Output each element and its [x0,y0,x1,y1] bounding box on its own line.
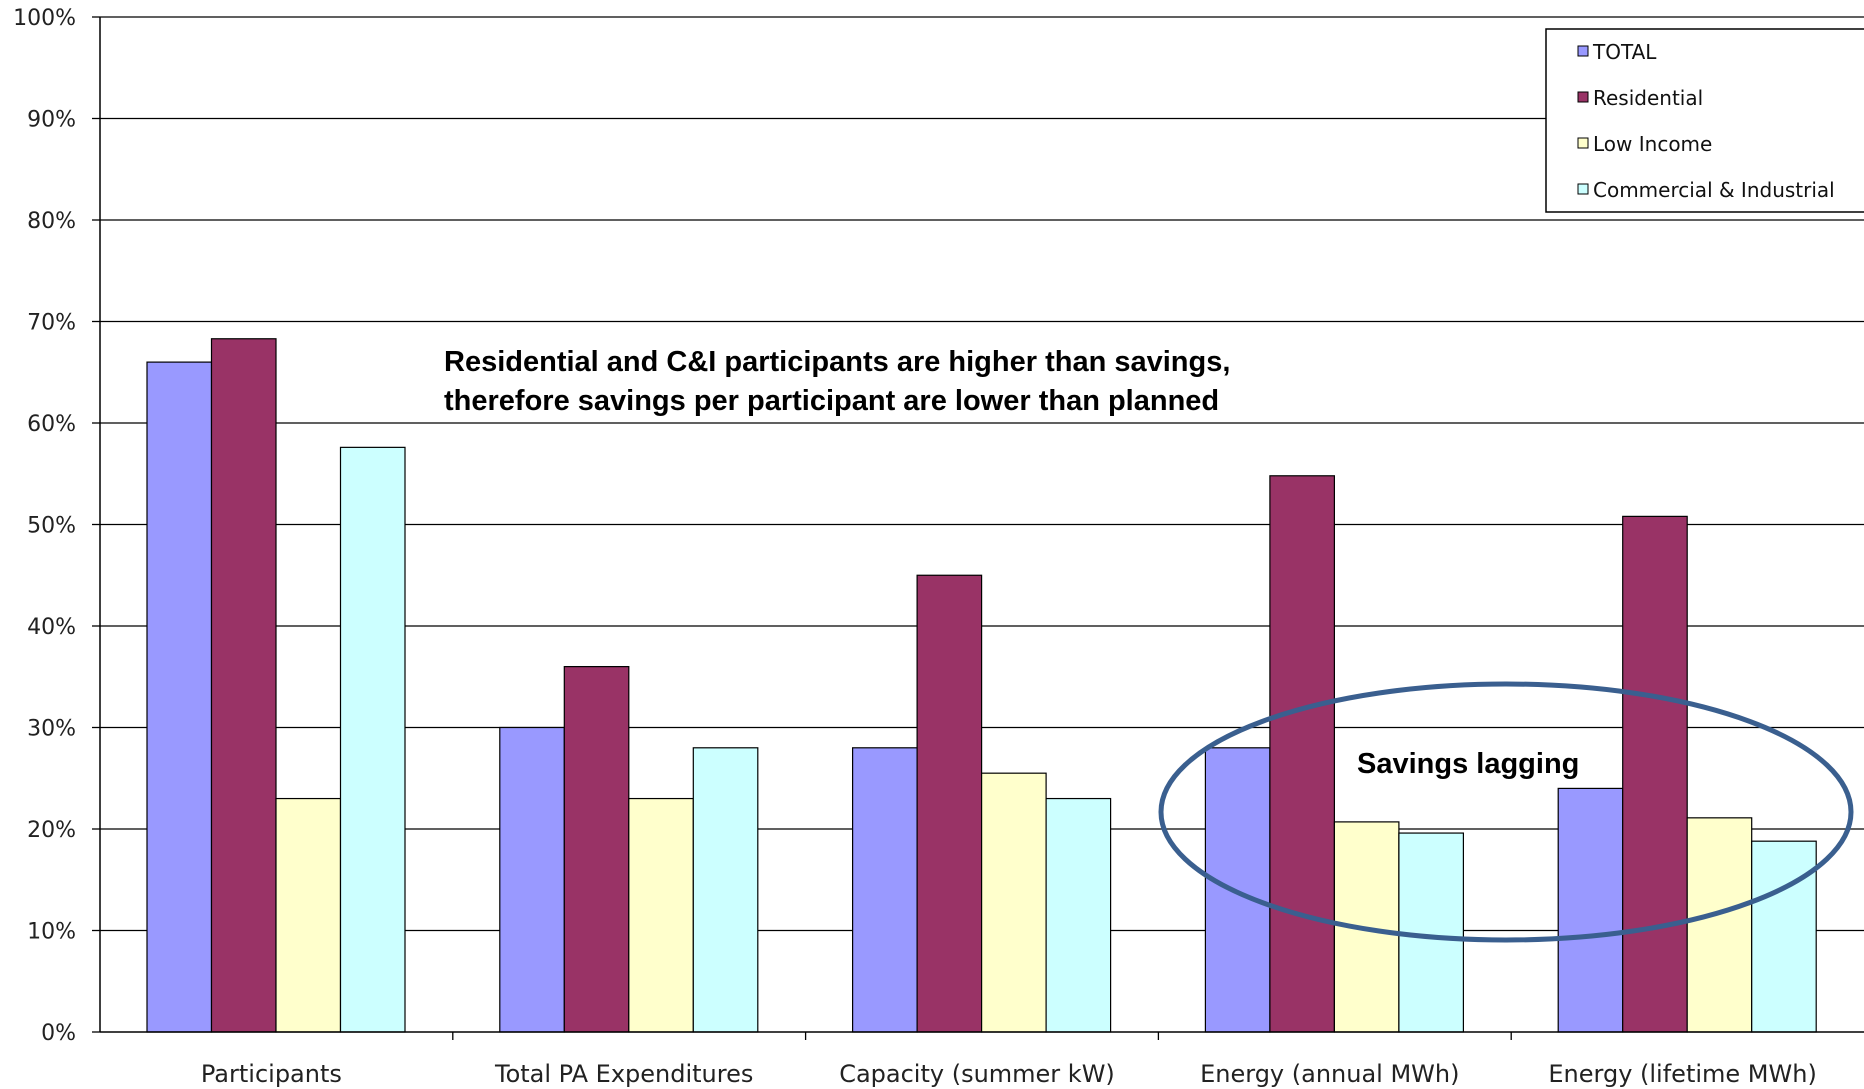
annotation-savings-lagging: Savings lagging [1158,681,1854,943]
axes: 0% 10% 20% 30% 40% 50% 60% 70% 80% 90% 100% Partici… [13,6,1864,1088]
bar-total-2 [499,726,565,1033]
bar-residential-2 [563,665,630,1033]
x-category-label: Energy (annual MWh) [1200,1060,1459,1088]
bar-residential-5 [1622,515,1688,1033]
y-tick-label: 20% [27,818,76,843]
bar-commercial-industrial-1 [339,446,406,1033]
legend-swatch-low-income [1577,137,1589,149]
bar-total-5 [1557,787,1624,1033]
bar-low-income-3 [980,772,1047,1033]
savings-lagging-ellipse [1158,681,1854,943]
bar-total-3 [851,747,918,1033]
legend-label-residential: Residential [1593,86,1703,110]
x-category-label: Energy (lifetime MWh) [1548,1060,1816,1088]
annotation-line-2: therefore savings per participant are lo… [444,385,1219,417]
bar-residential-4 [1269,475,1336,1033]
x-category-label: Capacity (summer kW) [839,1060,1115,1088]
y-tick-label: 80% [27,209,76,234]
annotation-participants: Residential and C&I participants are hig… [444,346,1230,417]
bar-commercial-industrial-5 [1751,840,1817,1033]
x-category-label: Participants [201,1060,342,1088]
y-tick-label: 50% [27,514,76,539]
bar-residential-1 [210,338,277,1033]
legend-label-total: TOTAL [1592,40,1657,64]
legend-swatch-commercial-industrial [1577,183,1589,195]
bar-low-income-2 [628,797,694,1033]
bar-low-income-1 [275,797,342,1033]
legend-swatch-residential [1577,91,1589,103]
bar-low-income-5 [1686,817,1753,1033]
legend-label-low-income: Low Income [1593,132,1712,156]
bar-commercial-industrial-3 [1045,797,1112,1033]
x-category-label: Total PA Expenditures [494,1060,753,1088]
bar-residential-3 [916,574,983,1033]
annotation-line-1: Residential and C&I participants are hig… [444,346,1230,378]
savings-lagging-label: Savings lagging [1357,748,1579,780]
bar-commercial-industrial-2 [692,747,759,1033]
y-tick-label: 40% [27,615,76,640]
y-tick-label: 100% [13,6,76,31]
y-tick-label: 90% [27,108,76,133]
y-tick-label: 60% [27,412,76,437]
legend-label-commercial-industrial: Commercial & Industrial [1593,178,1835,202]
legend-box [1545,28,1864,213]
legend-swatch-total [1577,45,1589,57]
y-tick-label: 70% [27,311,76,336]
bars-group [146,338,1817,1033]
legend: TOTAL Residential Low Income Commercial … [1545,28,1864,213]
y-tick-label: 30% [27,717,76,742]
y-tick-label: 0% [41,1021,76,1046]
y-tick-label: 10% [27,920,76,945]
bar-total-1 [146,361,213,1033]
